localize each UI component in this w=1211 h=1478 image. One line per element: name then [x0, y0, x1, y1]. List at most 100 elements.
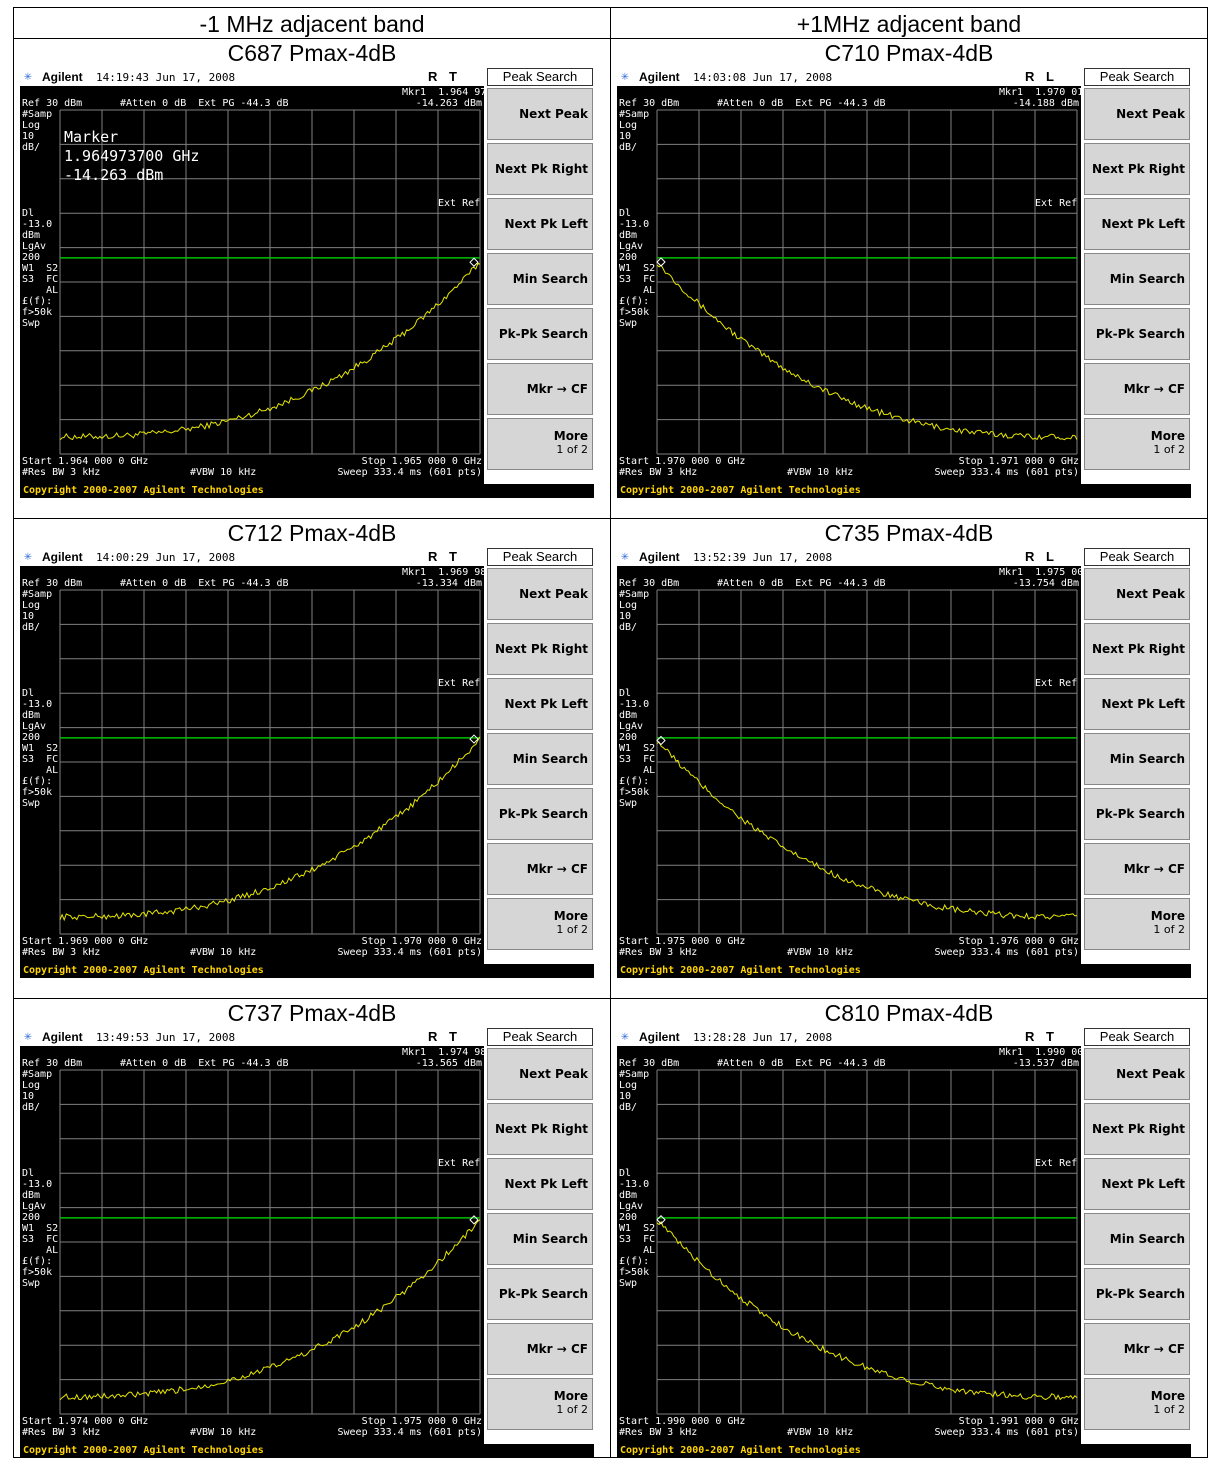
trace-display: Mkr1 1.975 000 6 GHz Ref 30 dBm #Atten 0…	[617, 566, 1081, 964]
softkey-mkr-cf[interactable]: Mkr → CF	[487, 843, 593, 895]
spectrum-plot	[656, 109, 1078, 455]
softkey-next-pk-left[interactable]: Next Pk Left	[1084, 678, 1190, 730]
marker-readout-line: Marker	[64, 128, 119, 146]
more-label: More	[553, 1389, 588, 1403]
video-bandwidth: #VBW 10 kHz	[787, 1427, 854, 1438]
marker-frequency: Mkr1 1.974 988 5 GHz	[402, 1047, 484, 1058]
analyzer-screen: ✳ Agilent 14:00:29 Jun 17, 2008 R T Mkr1…	[20, 548, 594, 990]
softkey-min-search[interactable]: Min Search	[1084, 733, 1190, 785]
brand-label: Agilent	[639, 1030, 680, 1044]
softkey-more[interactable]: More 1 of 2	[1084, 1378, 1190, 1430]
left-annotations: #Samp Log 10 dB/ Dl -13.0 dBm LgAv 200 W…	[619, 1069, 656, 1289]
softkey-next-peak[interactable]: Next Peak	[487, 88, 593, 140]
analyzer-screen: ✳ Agilent 13:28:28 Jun 17, 2008 R T Mkr1…	[617, 1028, 1191, 1470]
softkey-pk-pk-search[interactable]: Pk-Pk Search	[487, 788, 593, 840]
resolution-bandwidth: #Res BW 3 kHz	[22, 467, 101, 478]
peak-search-menu-title: Peak Search	[487, 1028, 593, 1046]
result-cell: C810 Pmax-4dB ✳ Agilent 13:28:28 Jun 17,…	[611, 998, 1207, 1478]
brand-label: Agilent	[42, 70, 83, 84]
softkey-pk-pk-search[interactable]: Pk-Pk Search	[487, 1268, 593, 1320]
softkey-pk-pk-search[interactable]: Pk-Pk Search	[1084, 1268, 1190, 1320]
left-annotations: #Samp Log 10 dB/ Dl -13.0 dBm LgAv 200 W…	[619, 109, 656, 329]
softkey-next-pk-left[interactable]: Next Pk Left	[487, 678, 593, 730]
softkey-pk-pk-search[interactable]: Pk-Pk Search	[1084, 308, 1190, 360]
softkey-next-pk-right[interactable]: Next Pk Right	[1084, 1103, 1190, 1155]
softkey-next-pk-right[interactable]: Next Pk Right	[487, 143, 593, 195]
softkey-next-pk-left[interactable]: Next Pk Left	[487, 1158, 593, 1210]
analyzer-screen: ✳ Agilent 14:19:43 Jun 17, 2008 R T Mkr1…	[20, 68, 594, 510]
row-divider	[14, 38, 1207, 39]
result-cell: C710 Pmax-4dB ✳ Agilent 14:03:08 Jun 17,…	[611, 38, 1207, 518]
softkey-next-pk-left[interactable]: Next Pk Left	[1084, 1158, 1190, 1210]
softkey-pk-pk-search[interactable]: Pk-Pk Search	[1084, 788, 1190, 840]
analyzer-top-bar: ✳ Agilent 13:49:53 Jun 17, 2008 R T	[20, 1028, 484, 1046]
marker-readout-line: 1.964973700 GHz	[64, 147, 200, 165]
reference-level: Ref 30 dBm	[22, 1058, 83, 1069]
sweep-time: Sweep 333.4 ms (601 pts)	[337, 1427, 483, 1438]
softkey-min-search[interactable]: Min Search	[487, 253, 593, 305]
softkey-next-peak[interactable]: Next Peak	[1084, 1048, 1190, 1100]
softkey-next-pk-right[interactable]: Next Pk Right	[1084, 143, 1190, 195]
copyright-bar: Copyright 2000-2007 Agilent Technologies	[617, 964, 1191, 978]
softkey-next-pk-right[interactable]: Next Pk Right	[1084, 623, 1190, 675]
result-cell: C737 Pmax-4dB ✳ Agilent 13:49:53 Jun 17,…	[14, 998, 610, 1478]
peak-search-menu-title: Peak Search	[487, 548, 593, 566]
analyzer-screen: ✳ Agilent 14:03:08 Jun 17, 2008 R L Mkr1…	[617, 68, 1191, 510]
marker-amplitude: -13.334 dBm	[415, 578, 482, 589]
time-label: 13:49:53	[96, 1031, 149, 1044]
softkey-next-peak[interactable]: Next Peak	[487, 568, 593, 620]
spectrum-trace	[59, 262, 481, 441]
softkey-more[interactable]: More 1 of 2	[487, 898, 593, 950]
more-label: More	[553, 909, 588, 923]
spectrum-plot	[59, 109, 481, 455]
stop-frequency: Stop 1.991 000 0 GHz	[958, 1416, 1079, 1427]
softkey-min-search[interactable]: Min Search	[487, 733, 593, 785]
sweep-time: Sweep 333.4 ms (601 pts)	[934, 947, 1080, 958]
marker-readout-line: -14.263 dBm	[64, 166, 164, 184]
marker-frequency: Mkr1 1.964 973 7 GHz	[402, 87, 484, 98]
softkey-next-peak[interactable]: Next Peak	[487, 1048, 593, 1100]
softkey-next-peak[interactable]: Next Peak	[1084, 88, 1190, 140]
video-bandwidth: #VBW 10 kHz	[190, 947, 257, 958]
stop-frequency: Stop 1.965 000 0 GHz	[361, 456, 482, 467]
timestamp: 13:28:28 Jun 17, 2008	[693, 1031, 832, 1044]
softkey-more[interactable]: More 1 of 2	[487, 418, 593, 470]
softkey-mkr-cf[interactable]: Mkr → CF	[1084, 843, 1190, 895]
results-table: -1 MHz adjacent band +1MHz adjacent band…	[13, 7, 1208, 1470]
softkey-next-peak[interactable]: Next Peak	[1084, 568, 1190, 620]
softkey-mkr-cf[interactable]: Mkr → CF	[487, 363, 593, 415]
more-page: 1 of 2	[1153, 443, 1185, 456]
reference-level: Ref 30 dBm	[22, 578, 83, 589]
remote-status: R L	[1025, 549, 1054, 564]
spectrum-plot	[59, 1069, 481, 1415]
brand-label: Agilent	[42, 1030, 83, 1044]
sweep-time: Sweep 333.4 ms (601 pts)	[337, 467, 483, 478]
softkey-min-search[interactable]: Min Search	[1084, 253, 1190, 305]
softkey-next-pk-right[interactable]: Next Pk Right	[487, 1103, 593, 1155]
softkey-mkr-cf[interactable]: Mkr → CF	[487, 1323, 593, 1375]
screenshot-caption: C687 Pmax-4dB	[227, 40, 397, 66]
attenuation: #Atten 0 dB Ext PG -44.3 dB	[717, 98, 886, 109]
softkey-mkr-cf[interactable]: Mkr → CF	[1084, 1323, 1190, 1375]
softkey-next-pk-left[interactable]: Next Pk Left	[1084, 198, 1190, 250]
time-label: 13:52:39	[693, 551, 746, 564]
timestamp: 14:03:08 Jun 17, 2008	[693, 71, 832, 84]
softkey-more[interactable]: More 1 of 2	[1084, 418, 1190, 470]
softkey-more[interactable]: More 1 of 2	[487, 1378, 593, 1430]
time-label: 14:03:08	[693, 71, 746, 84]
softkey-next-pk-left[interactable]: Next Pk Left	[487, 198, 593, 250]
left-annotations: #Samp Log 10 dB/ Dl -13.0 dBm LgAv 200 W…	[22, 1069, 59, 1289]
more-page: 1 of 2	[1153, 1403, 1185, 1416]
stop-frequency: Stop 1.971 000 0 GHz	[958, 456, 1079, 467]
more-label: More	[1150, 909, 1185, 923]
softkey-min-search[interactable]: Min Search	[487, 1213, 593, 1265]
softkey-next-pk-right[interactable]: Next Pk Right	[487, 623, 593, 675]
spectrum-trace	[656, 264, 1078, 441]
softkey-min-search[interactable]: Min Search	[1084, 1213, 1190, 1265]
softkey-more[interactable]: More 1 of 2	[1084, 898, 1190, 950]
softkey-mkr-cf[interactable]: Mkr → CF	[1084, 363, 1190, 415]
remote-status: R T	[1025, 1029, 1054, 1044]
ext-ref-label: Ext Ref	[438, 198, 481, 209]
softkey-pk-pk-search[interactable]: Pk-Pk Search	[487, 308, 593, 360]
column-header-plus: +1MHz adjacent band	[796, 11, 1022, 37]
